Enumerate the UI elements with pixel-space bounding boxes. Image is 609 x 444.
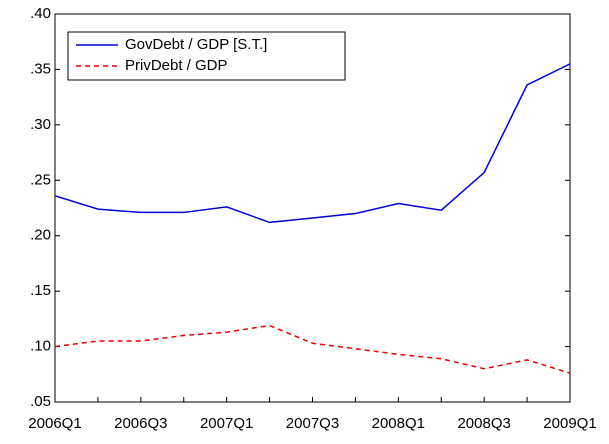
y-tick-label: .40 bbox=[30, 5, 51, 22]
x-tick-label: 2008Q1 bbox=[372, 415, 425, 432]
y-tick-label: .05 bbox=[30, 393, 51, 410]
x-tick-label: 2006Q3 bbox=[114, 415, 167, 432]
legend-label: GovDebt / GDP [S.T.] bbox=[125, 36, 267, 53]
series-line bbox=[54, 63, 571, 224]
x-tick-label: 2007Q3 bbox=[286, 415, 339, 432]
legend-box bbox=[67, 31, 346, 81]
x-tick-label: 2008Q3 bbox=[457, 415, 510, 432]
y-tick-label: .35 bbox=[30, 60, 51, 77]
legend-label: PrivDebt / GDP bbox=[125, 57, 228, 74]
y-tick-label: .20 bbox=[30, 227, 51, 244]
x-tick-label: 2009Q1 bbox=[543, 415, 596, 432]
x-tick-label: 2006Q1 bbox=[28, 415, 81, 432]
x-tick-label: 2007Q1 bbox=[200, 415, 253, 432]
series-line bbox=[54, 324, 571, 374]
y-tick-label: .15 bbox=[30, 282, 51, 299]
y-tick-label: .25 bbox=[30, 171, 51, 188]
y-tick-label: .10 bbox=[30, 338, 51, 355]
y-tick-label: .30 bbox=[30, 116, 51, 133]
